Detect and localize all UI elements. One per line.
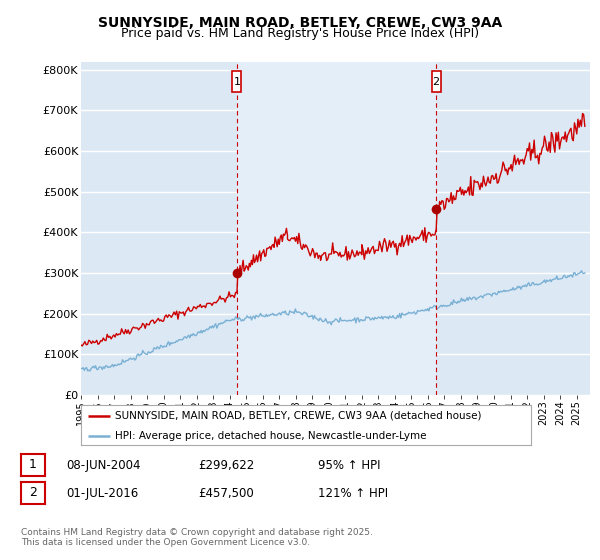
- Text: 2: 2: [433, 77, 440, 87]
- Text: 1: 1: [29, 458, 37, 472]
- Text: 121% ↑ HPI: 121% ↑ HPI: [318, 487, 388, 500]
- Text: 95% ↑ HPI: 95% ↑ HPI: [318, 459, 380, 472]
- Text: £457,500: £457,500: [198, 487, 254, 500]
- Text: HPI: Average price, detached house, Newcastle-under-Lyme: HPI: Average price, detached house, Newc…: [115, 431, 426, 441]
- Text: 1: 1: [233, 77, 241, 87]
- Text: Price paid vs. HM Land Registry's House Price Index (HPI): Price paid vs. HM Land Registry's House …: [121, 27, 479, 40]
- Text: Contains HM Land Registry data © Crown copyright and database right 2025.
This d: Contains HM Land Registry data © Crown c…: [21, 528, 373, 547]
- FancyBboxPatch shape: [232, 71, 241, 92]
- FancyBboxPatch shape: [431, 71, 441, 92]
- Text: 2: 2: [29, 486, 37, 500]
- Bar: [237, 62, 436, 395]
- Text: 08-JUN-2004: 08-JUN-2004: [66, 459, 140, 472]
- Text: SUNNYSIDE, MAIN ROAD, BETLEY, CREWE, CW3 9AA: SUNNYSIDE, MAIN ROAD, BETLEY, CREWE, CW3…: [98, 16, 502, 30]
- Text: 01-JUL-2016: 01-JUL-2016: [66, 487, 138, 500]
- Text: £299,622: £299,622: [198, 459, 254, 472]
- Text: SUNNYSIDE, MAIN ROAD, BETLEY, CREWE, CW3 9AA (detached house): SUNNYSIDE, MAIN ROAD, BETLEY, CREWE, CW3…: [115, 411, 481, 421]
